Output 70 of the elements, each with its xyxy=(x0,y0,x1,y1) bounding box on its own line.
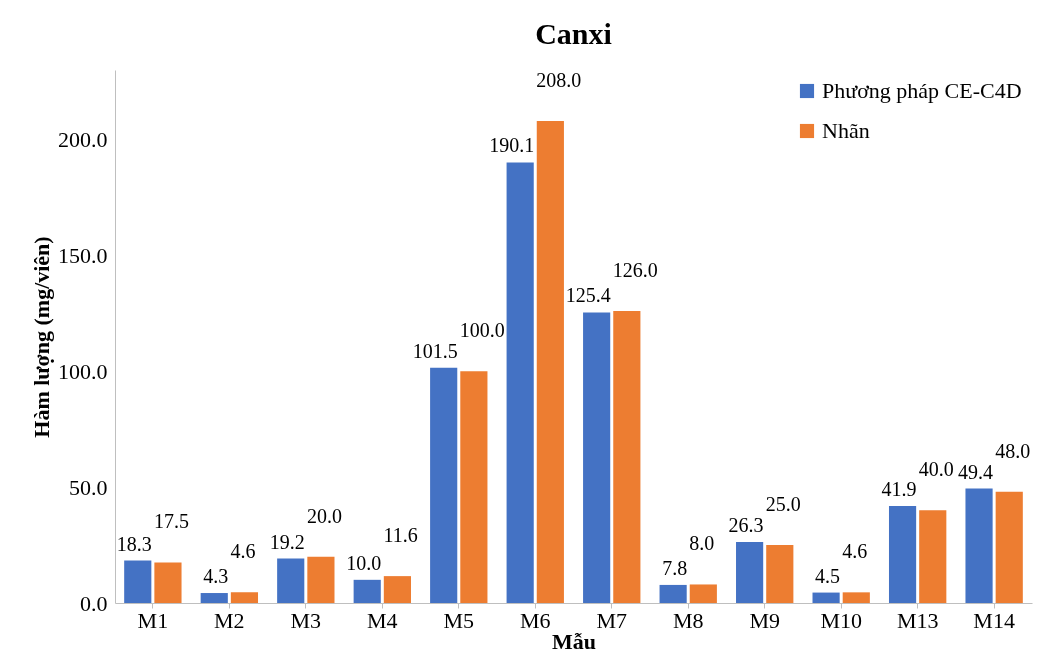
x-tick-label: M6 xyxy=(519,607,551,633)
bar xyxy=(888,505,917,603)
x-tick-label: M5 xyxy=(443,607,475,633)
bar xyxy=(613,311,641,603)
legend-label: Nhãn xyxy=(822,118,870,143)
x-tick-label: M8 xyxy=(672,607,704,633)
bar xyxy=(200,593,228,603)
data-label: 4.6 xyxy=(230,540,256,563)
data-label: 125.4 xyxy=(565,284,611,307)
data-label: 4.6 xyxy=(842,540,868,563)
x-tick-label: M4 xyxy=(367,607,398,633)
bar xyxy=(583,312,611,603)
y-tick-label: 0.0 xyxy=(80,590,108,616)
bar xyxy=(689,584,717,603)
x-tick-label: M13 xyxy=(896,607,939,633)
y-tick-label: 150.0 xyxy=(58,242,108,268)
x-tick-label: M9 xyxy=(749,607,780,633)
x-axis-title: Mẫu xyxy=(552,628,596,654)
bar xyxy=(277,558,305,603)
bar xyxy=(812,592,840,603)
data-label: 190.1 xyxy=(489,134,535,157)
x-tick-label: M7 xyxy=(596,607,628,633)
data-label: 48.0 xyxy=(995,439,1031,462)
bar xyxy=(736,542,764,603)
y-axis-title: Hàm lượng (mg/viên) xyxy=(29,236,54,438)
data-label: 10.0 xyxy=(346,551,382,574)
y-tick-label: 50.0 xyxy=(69,474,108,500)
bar xyxy=(995,491,1023,603)
bar xyxy=(307,556,335,603)
data-label: 17.5 xyxy=(153,510,189,533)
bar xyxy=(124,560,152,603)
chart-title: Canxi xyxy=(535,17,612,50)
bar xyxy=(506,162,534,603)
bar xyxy=(230,592,259,603)
bar xyxy=(353,579,381,603)
data-label: 8.0 xyxy=(689,532,715,555)
y-tick-label: 100.0 xyxy=(58,358,108,384)
data-label: 25.0 xyxy=(765,493,801,516)
x-tick-label: M14 xyxy=(973,607,1015,633)
y-tick-label: 200.0 xyxy=(58,127,108,153)
x-tick-label: M3 xyxy=(290,607,322,633)
bar xyxy=(766,545,794,603)
data-label: 126.0 xyxy=(612,259,658,282)
data-label: 41.9 xyxy=(881,477,917,500)
x-tick-label: M2 xyxy=(214,607,245,633)
bar xyxy=(154,562,182,603)
bar xyxy=(430,367,458,603)
data-label: 49.4 xyxy=(958,460,994,483)
data-label: 26.3 xyxy=(728,514,764,537)
x-tick-label: M1 xyxy=(137,607,169,633)
bar xyxy=(536,120,564,603)
data-label: 19.2 xyxy=(269,530,305,553)
bar xyxy=(383,576,411,603)
legend-label: Phương pháp CE-C4D xyxy=(822,78,1022,103)
data-label: 4.5 xyxy=(815,564,841,587)
x-tick-label: M10 xyxy=(820,607,862,633)
bar xyxy=(659,584,687,603)
bar xyxy=(460,371,488,603)
data-label: 20.0 xyxy=(306,504,342,527)
data-label: 18.3 xyxy=(116,532,152,555)
data-label: 11.6 xyxy=(383,524,418,547)
data-label: 7.8 xyxy=(662,556,688,579)
bar xyxy=(919,510,947,603)
bar xyxy=(965,488,993,603)
data-label: 4.3 xyxy=(203,565,229,588)
bar xyxy=(842,592,870,603)
data-label: 100.0 xyxy=(459,319,505,342)
data-label: 208.0 xyxy=(536,68,582,91)
data-label: 40.0 xyxy=(918,458,954,481)
data-label: 101.5 xyxy=(412,339,458,362)
